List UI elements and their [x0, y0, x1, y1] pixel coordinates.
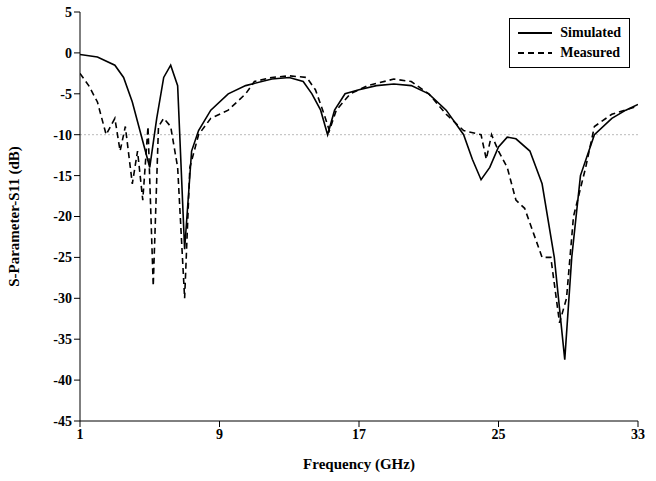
svg-text:Frequency (GHz): Frequency (GHz) — [303, 456, 415, 473]
svg-text:0: 0 — [65, 46, 72, 61]
svg-text:9: 9 — [216, 427, 223, 442]
html-text:Simulated: Simulated — [560, 25, 621, 40]
svg-text:-40: -40 — [53, 373, 72, 388]
svg-text:5: 5 — [65, 5, 72, 20]
svg-text:33: 33 — [631, 427, 645, 442]
svg-text:-15: -15 — [53, 169, 72, 184]
svg-text:1: 1 — [77, 427, 84, 442]
svg-text:25: 25 — [492, 427, 506, 442]
html-text:Measured: Measured — [560, 45, 620, 60]
svg-text:17: 17 — [352, 427, 366, 442]
svg-text:-35: -35 — [53, 332, 72, 347]
svg-text:-20: -20 — [53, 209, 72, 224]
svg-text:-25: -25 — [53, 250, 72, 265]
svg-text:-10: -10 — [53, 128, 72, 143]
svg-text:-45: -45 — [53, 414, 72, 429]
svg-text:-5: -5 — [60, 87, 72, 102]
svg-text:-30: -30 — [53, 291, 72, 306]
svg-text:S-Parameter-S11 (dB): S-Parameter-S11 (dB) — [6, 146, 23, 287]
